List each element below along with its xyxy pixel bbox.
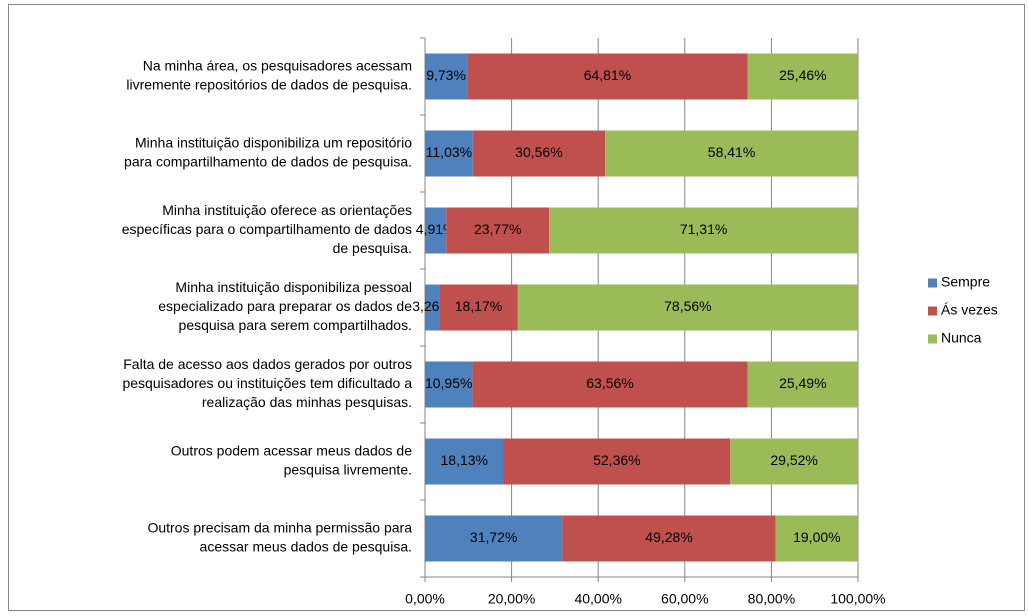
data-label: 9,73%: [426, 67, 466, 83]
y-tick-label: Minha instituição oferece as orientações: [162, 202, 412, 218]
data-label: 23,77%: [474, 221, 521, 237]
bar-segment: [549, 207, 858, 254]
data-label: 29,52%: [770, 452, 817, 468]
bar-segment: [472, 130, 606, 177]
data-label: 30,56%: [515, 144, 562, 160]
bar-segment: [425, 361, 473, 408]
x-tick-label: 80,00%: [748, 591, 795, 607]
data-label: 10,95%: [425, 375, 472, 391]
legend-swatch: [928, 278, 937, 288]
x-tick-label: 20,00%: [488, 591, 535, 607]
data-label: 52,36%: [593, 452, 640, 468]
x-tick-label: 0,00%: [405, 591, 445, 607]
data-label: 18,17%: [455, 298, 502, 314]
legend-label: Nunca: [941, 330, 982, 346]
bar-segment: [605, 130, 858, 177]
y-tick-label: Outros precisam da minha permissão para: [147, 520, 412, 536]
data-label: 49,28%: [645, 529, 692, 545]
bar-segment: [730, 438, 859, 485]
data-label: 18,13%: [441, 452, 488, 468]
data-label: 31,72%: [470, 529, 517, 545]
legend-label: Ás vezes: [941, 302, 998, 318]
y-tick-label: realização das minhas pesquisas.: [202, 394, 412, 410]
data-label: 78,56%: [664, 298, 711, 314]
y-tick-label: pesquisa para serem compartilhados.: [179, 317, 412, 333]
data-label: 63,56%: [586, 375, 633, 391]
x-tick-label: 60,00%: [661, 591, 708, 607]
data-label: 11,03%: [426, 144, 472, 160]
bar-segment: [472, 361, 748, 408]
y-tick-label: pesquisa livremente.: [284, 462, 412, 478]
bar-segment: [425, 207, 447, 254]
y-tick-label: pesquisadores ou instituições tem dificu…: [122, 375, 412, 391]
bar-segment: [425, 438, 504, 485]
bar-segment: [747, 361, 858, 408]
legend-label: Sempre: [941, 274, 990, 290]
y-tick-label: Minha instituição disponibiliza um repos…: [135, 135, 412, 151]
y-tick-label: Outros podem acessar meus dados de: [171, 443, 412, 459]
data-label: 71,31%: [680, 221, 727, 237]
y-tick-label: para compartilhamento de dados de pesqui…: [124, 154, 412, 170]
legend-swatch: [928, 306, 937, 316]
data-label: 25,49%: [779, 375, 826, 391]
bar-segment: [562, 515, 776, 562]
x-tick-label: 40,00%: [574, 591, 621, 607]
y-tick-label: de pesquisa.: [333, 240, 412, 256]
bar-segment: [425, 53, 468, 100]
data-label: 19,00%: [793, 529, 840, 545]
bar-segment: [425, 515, 563, 562]
y-tick-label: especializado para preparar os dados de: [158, 298, 412, 314]
bar-segment: [775, 515, 858, 562]
data-label: 25,46%: [779, 67, 826, 83]
y-tick-label: Na minha área, os pesquisadores acessam: [143, 58, 412, 74]
data-label: 64,81%: [584, 67, 631, 83]
y-tick-label: Minha instituição disponibiliza pessoal: [175, 279, 412, 295]
x-tick-label: 100,00%: [830, 591, 885, 607]
data-label: 4,91%: [416, 221, 456, 237]
bar-segment: [439, 284, 518, 331]
bar-segment: [446, 207, 550, 254]
bar-segment: [467, 53, 748, 100]
bar-segment: [517, 284, 858, 331]
bar-segment: [503, 438, 731, 485]
bar-segment: [747, 53, 858, 100]
bar-segment: [425, 284, 440, 331]
y-tick-label: específicas para o compartilhamento de d…: [122, 221, 412, 237]
bar-segment: [425, 130, 473, 177]
y-tick-label: acessar meus dados de pesquisa.: [200, 539, 412, 555]
y-tick-label: livremente repositórios de dados de pesq…: [126, 77, 412, 93]
data-label: 58,41%: [708, 144, 755, 160]
legend-swatch: [928, 334, 937, 344]
y-tick-label: Falta de acesso aos dados gerados por ou…: [123, 356, 412, 372]
